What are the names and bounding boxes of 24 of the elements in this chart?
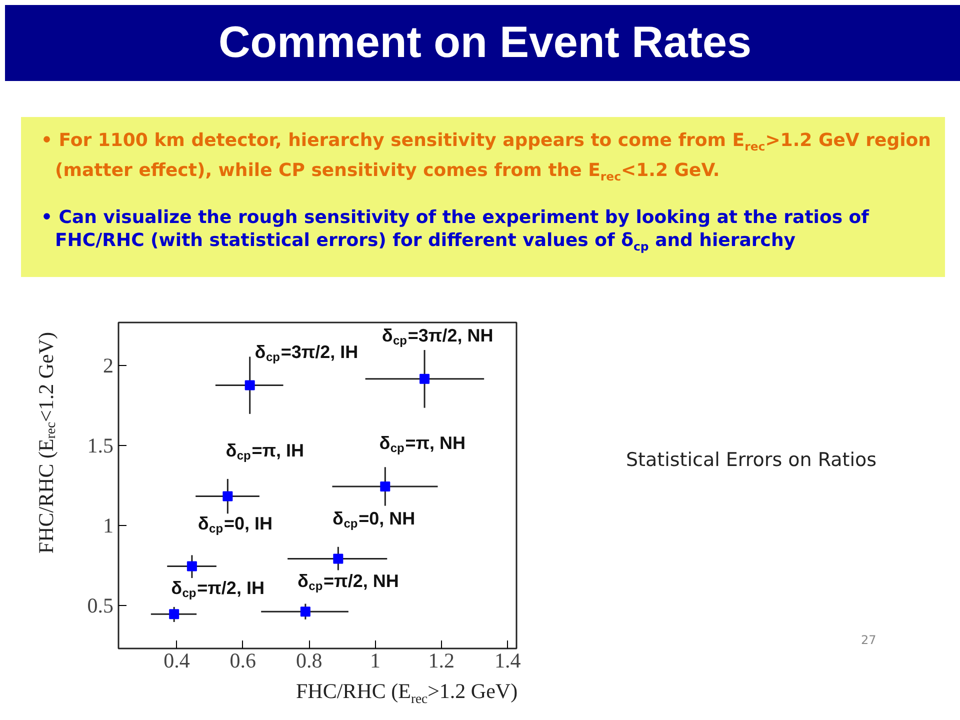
point bbox=[186, 561, 197, 572]
x-tick-label: 1 bbox=[370, 648, 380, 672]
point bbox=[380, 481, 390, 492]
x-tick-label: 0.4 bbox=[164, 648, 190, 672]
x-tick-label: 1.2 bbox=[428, 648, 455, 672]
text: • Can visualize the rough sensitivity of the experiment by looking at the ratios of FHC/RHC (with statistical errors) for different values of δ$_{cp}$ and hierarchy bbox=[40, 206, 870, 256]
text: Statistical Errors on Ratios bbox=[626, 448, 877, 473]
text: 27 bbox=[861, 632, 876, 649]
x-tick-label: 0.8 bbox=[296, 648, 322, 672]
y-tick-label: 0.5 bbox=[87, 593, 114, 618]
point bbox=[300, 606, 310, 617]
point bbox=[420, 374, 430, 384]
point bbox=[222, 491, 233, 502]
text: • For 1100 km detector, hierarchy sensitivity appears to come from E$_{rec}$>1.2 GeV region (matter effect), while CP sensitivity comes from the E$_{rec}$<1.2 GeV. bbox=[41, 130, 931, 184]
point bbox=[244, 380, 255, 390]
y-tick-label: 1 bbox=[103, 513, 114, 538]
x-tick-label: 0.6 bbox=[230, 648, 256, 672]
y-tick-label: 1.5 bbox=[87, 434, 114, 458]
point bbox=[169, 609, 180, 620]
x-axis-title: FHC/RHC (E$_{rec}$>1.2 GeV) bbox=[296, 678, 518, 708]
chart-title: Comment on Event Rates bbox=[218, 17, 752, 69]
point bbox=[333, 554, 344, 564]
y-tick-label: 2 bbox=[103, 354, 114, 378]
x-tick-label: 1.4 bbox=[494, 648, 522, 672]
